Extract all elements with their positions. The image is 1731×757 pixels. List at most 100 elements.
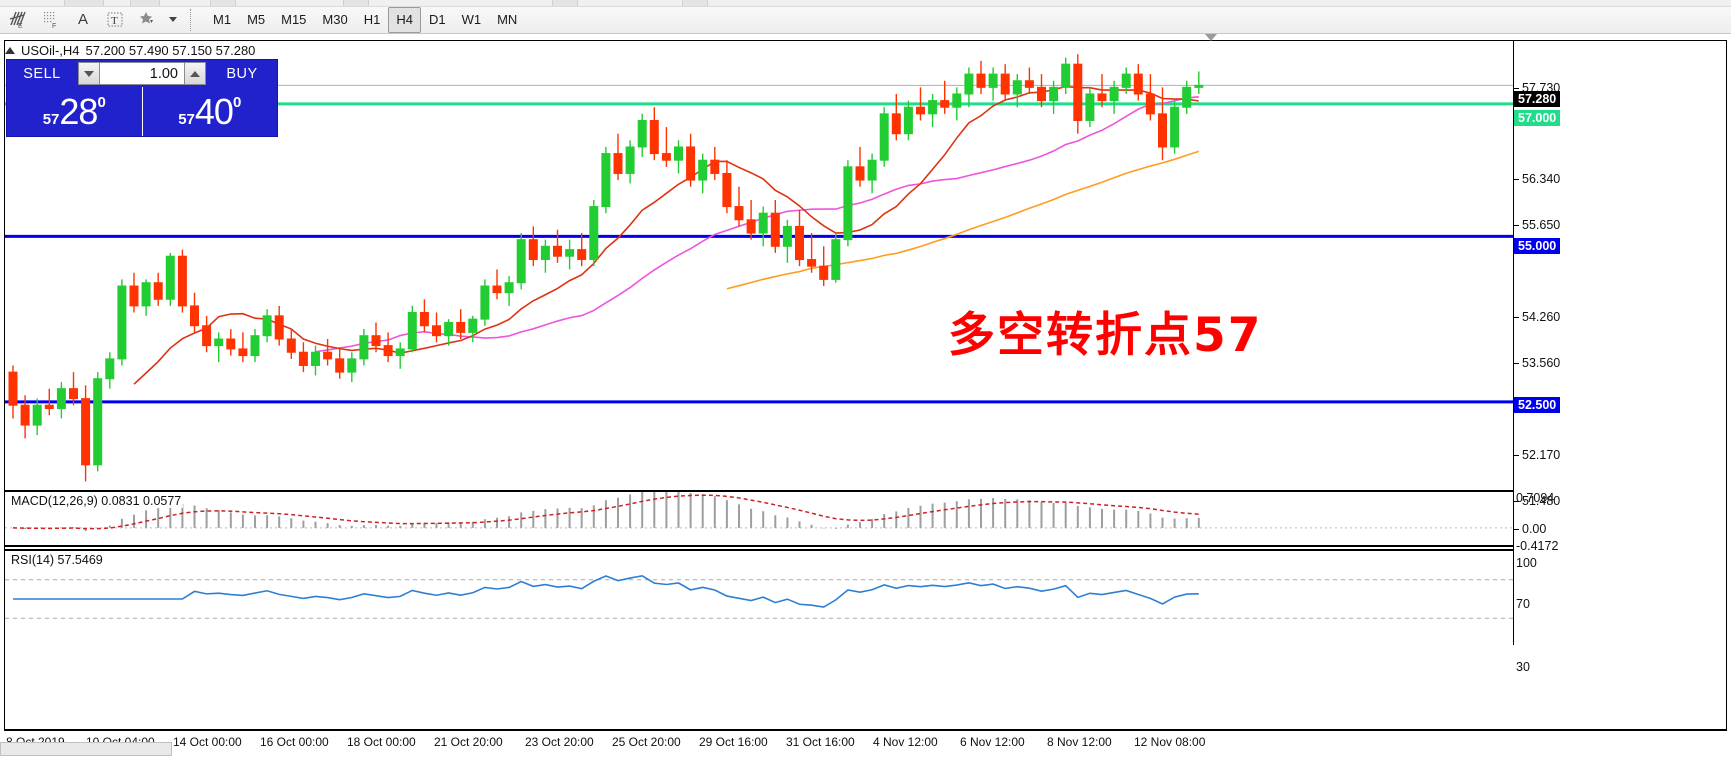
- timeframe-m30[interactable]: M30: [314, 7, 355, 33]
- macd-label: MACD(12,26,9) 0.0831 0.0577: [9, 494, 184, 508]
- rsi-label: RSI(14) 57.5469: [9, 553, 105, 567]
- text-label-icon[interactable]: T: [100, 7, 130, 33]
- ohlc-values: 57.200 57.490 57.150 57.280: [85, 42, 256, 58]
- time-label-4: 18 Oct 00:00: [347, 735, 416, 749]
- price-axis[interactable]: 57.730 56.340 55.650 54.260 53.560 52.87…: [1513, 41, 1726, 674]
- chart-annotation-text: 多空转折点57: [948, 308, 1263, 363]
- macd-chart-svg: [5, 492, 1513, 531]
- timeframe-h1-label: H1: [363, 12, 381, 27]
- indicators-icon[interactable]: E: [4, 7, 34, 33]
- time-label-5: 21 Oct 20:00: [434, 735, 503, 749]
- timeframe-h4-label: H4: [396, 12, 413, 27]
- volume-increment-button[interactable]: [184, 62, 206, 85]
- trade-panel-header: SELL 1.00 BUY: [7, 60, 277, 87]
- caret-down-icon: [84, 70, 94, 77]
- main-toolbar: E F A T: [0, 0, 1731, 34]
- collapse-triangle-icon[interactable]: [5, 46, 15, 54]
- price-tick-3: 54.260: [1514, 310, 1560, 324]
- trade-panel-prices: 57 28 0 57 40 0: [7, 87, 277, 136]
- toolbar-ghost-e: [552, 0, 578, 6]
- symbol-label: USOil-,H4: [21, 42, 80, 58]
- buy-price-fraction: 0: [232, 94, 242, 111]
- timeframe-h1[interactable]: H1: [356, 7, 389, 33]
- objects-icon[interactable]: [132, 7, 162, 33]
- time-label-3: 16 Oct 00:00: [260, 735, 329, 749]
- price-tick-4: 53.560: [1514, 356, 1560, 370]
- macd-tick-2: -0.4172: [1516, 539, 1559, 553]
- rsi-pane[interactable]: RSI(14) 57.5469: [5, 549, 1513, 645]
- toolbar-ghost-a: [64, 0, 104, 6]
- buy-price-button[interactable]: 57 40 0: [141, 87, 278, 136]
- level-chip-57: 57.000: [1514, 110, 1561, 126]
- timeframe-m5-label: M5: [247, 12, 266, 27]
- chart-resize-handle-icon[interactable]: [1205, 34, 1217, 41]
- svg-text:E: E: [18, 23, 23, 29]
- toolbar-ghost-f: [682, 0, 708, 6]
- macd-pane[interactable]: MACD(12,26,9) 0.0831 0.0577: [5, 490, 1513, 547]
- timeframe-w1[interactable]: W1: [454, 7, 490, 33]
- buy-price-main: 40: [194, 90, 234, 132]
- time-label-8: 29 Oct 16:00: [699, 735, 768, 749]
- timeframe-m1-label: M1: [213, 12, 232, 27]
- rsi-tick-70: 70: [1516, 597, 1530, 611]
- price-tick-6: 52.170: [1514, 448, 1560, 462]
- rsi-chart-svg: [5, 574, 1513, 619]
- sell-price-integer: 57: [42, 111, 60, 128]
- svg-text:F: F: [52, 23, 56, 29]
- caret-up-icon: [190, 70, 200, 77]
- toolbar-icon-group: E F A T: [0, 3, 525, 37]
- rsi-tick-100: 100: [1516, 556, 1537, 570]
- timeframe-mn-label: MN: [497, 12, 518, 27]
- one-click-trading-panel: SELL 1.00 BUY 57 28 0 57 40 0: [6, 59, 278, 137]
- objects-dropdown-caret-icon[interactable]: [164, 7, 182, 33]
- macd-tick-1: 0.00: [1514, 522, 1546, 536]
- timeframe-mn[interactable]: MN: [489, 7, 525, 33]
- toolbar-ghost-b: [130, 0, 160, 6]
- timeframe-group: M1 M5 M15 M30 H1 H4 D1 W1 MN: [205, 6, 525, 33]
- horizontal-scrollbar[interactable]: [0, 742, 172, 756]
- volume-input[interactable]: 1.00: [100, 62, 184, 85]
- volume-decrement-button[interactable]: [78, 62, 100, 85]
- macd-tick-0: 0.7094: [1516, 491, 1555, 505]
- toolbar-ghost-c: [210, 0, 236, 6]
- time-label-7: 25 Oct 20:00: [612, 735, 681, 749]
- timeframe-d1-label: D1: [428, 12, 446, 27]
- sell-price-fraction: 0: [97, 94, 106, 111]
- sell-price-button[interactable]: 57 28 0: [7, 87, 142, 136]
- timeframe-d1[interactable]: D1: [421, 7, 454, 33]
- timeframe-m1[interactable]: M1: [205, 7, 239, 33]
- price-tick-7: 51.480: [1514, 494, 1560, 508]
- timeframe-m15-label: M15: [281, 12, 307, 27]
- timeframe-m30-label: M30: [322, 12, 348, 27]
- time-axis[interactable]: 8 Oct 2019 10 Oct 04:00 14 Oct 00:00 16 …: [4, 730, 1727, 756]
- timeframe-m5[interactable]: M5: [239, 7, 273, 33]
- sell-label[interactable]: SELL: [23, 65, 61, 82]
- time-label-11: 6 Nov 12:00: [960, 735, 1025, 749]
- toolbar-ghost-d: [343, 0, 369, 6]
- buy-label[interactable]: BUY: [226, 65, 258, 82]
- time-label-12: 8 Nov 12:00: [1047, 735, 1112, 749]
- buy-price-integer: 57: [178, 111, 195, 128]
- level-chip-55: 55.000: [1514, 238, 1561, 254]
- current-price-chip: 57.280: [1514, 91, 1561, 107]
- toolbar-separator: [190, 8, 191, 31]
- time-label-6: 23 Oct 20:00: [525, 735, 594, 749]
- quote-bar: USOil-,H4 57.200 57.490 57.150 57.280: [5, 42, 262, 58]
- time-label-13: 12 Nov 08:00: [1134, 735, 1206, 749]
- svg-text:T: T: [111, 15, 118, 27]
- text-icon[interactable]: A: [77, 11, 88, 28]
- timeframe-w1-label: W1: [461, 12, 482, 27]
- price-tick-1: 56.340: [1514, 172, 1560, 186]
- level-chip-52-5: 52.500: [1514, 397, 1561, 413]
- rsi-tick-30: 30: [1516, 660, 1530, 674]
- timeframe-m15[interactable]: M15: [273, 7, 314, 33]
- sell-price-main: 28: [59, 90, 98, 132]
- time-label-2: 14 Oct 00:00: [173, 735, 242, 749]
- time-label-9: 31 Oct 16:00: [786, 735, 855, 749]
- timeframe-h4[interactable]: H4: [388, 6, 421, 33]
- price-tick-2: 55.650: [1514, 218, 1560, 232]
- grid-icon[interactable]: F: [36, 7, 66, 33]
- toolbar-upper-strip: [0, 0, 1731, 7]
- volume-stepper: 1.00: [77, 60, 207, 87]
